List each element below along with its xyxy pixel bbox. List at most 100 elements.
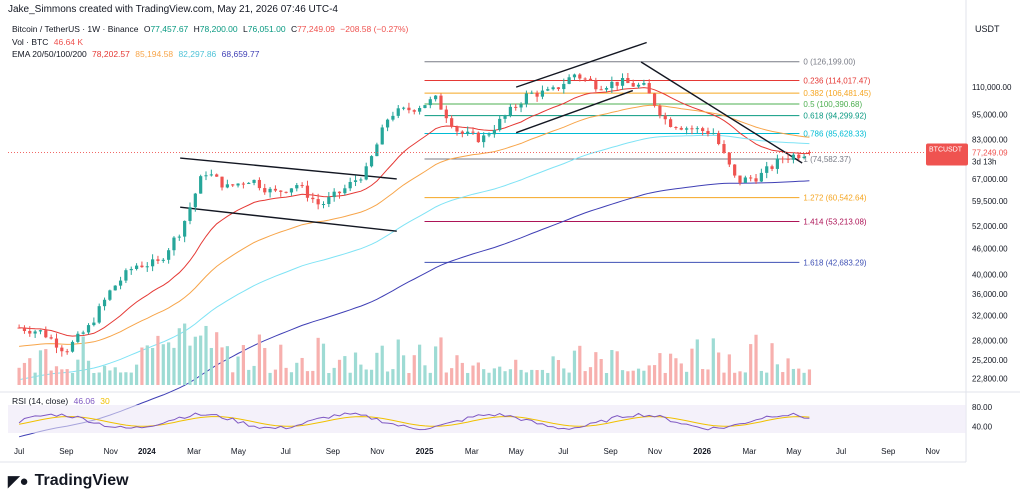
candle-body	[562, 83, 566, 90]
rsi-line	[18, 412, 810, 431]
volume-bar	[28, 358, 32, 385]
volume-bar	[508, 369, 512, 385]
volume-bar	[327, 372, 331, 385]
volume-bar	[503, 371, 507, 385]
volume-bar	[305, 371, 310, 385]
x-tick-label: Jul	[836, 447, 846, 456]
volume-bar	[375, 352, 379, 385]
volume-bar	[380, 345, 384, 385]
candle-body	[439, 95, 443, 110]
volume-bar	[129, 372, 133, 385]
volume-bar	[551, 356, 555, 385]
h-label: H	[193, 24, 200, 34]
volume-bar	[102, 365, 107, 385]
candle-body	[444, 109, 448, 119]
candle-body	[482, 135, 486, 143]
candle-body	[134, 265, 139, 269]
volume-bar	[231, 372, 235, 385]
volume-bar	[781, 372, 785, 385]
volume-bar	[450, 368, 454, 385]
volume-bar	[391, 369, 395, 385]
volume-bar	[311, 370, 315, 385]
volume-bar	[54, 366, 59, 385]
volume-bar	[615, 351, 619, 385]
candle-body	[209, 174, 213, 176]
symbol-name[interactable]: Bitcoin / TetherUS · 1W · Binance	[12, 24, 139, 34]
candle-body	[177, 236, 181, 238]
ema200-value: 68,659.77	[221, 49, 260, 59]
candle-body	[225, 184, 229, 188]
rsi-label[interactable]: RSI (14, close)	[12, 396, 69, 406]
candle-body	[652, 93, 657, 106]
volume-bar	[674, 358, 678, 385]
fib-level-label: 0.786 (85,628.33)	[803, 129, 866, 138]
candle-body	[70, 341, 75, 352]
candle-body	[369, 156, 374, 167]
candle-body	[658, 105, 662, 116]
candle-body	[215, 174, 219, 177]
volume-bar	[167, 342, 171, 385]
candle-body	[503, 115, 507, 119]
candle-body	[556, 87, 561, 90]
y-tick-label: 67,000.00	[972, 175, 1008, 184]
candle-body	[118, 280, 123, 286]
volume-bar	[668, 353, 673, 385]
volume-bar	[279, 344, 283, 385]
candle-body	[199, 176, 203, 194]
candle-body	[167, 250, 171, 260]
close-value: 77,249.09	[297, 24, 335, 34]
candle-body	[791, 154, 796, 160]
author-line: Jake_Simmons created with TradingView.co…	[8, 4, 338, 15]
price-tag-box	[926, 143, 968, 166]
volume-bar	[236, 356, 240, 385]
volume-bar	[215, 332, 219, 385]
candle-body	[466, 131, 470, 134]
volume-bar	[412, 355, 416, 385]
volume-bar	[273, 369, 278, 385]
rsi-tick-label: 80.00	[972, 403, 993, 412]
candle-body	[401, 107, 406, 109]
volume-bar	[418, 344, 422, 385]
rsi-value: 46.06	[73, 396, 95, 406]
candle-body	[738, 175, 742, 183]
candle-body	[647, 83, 651, 94]
candle-body	[604, 88, 609, 90]
candle-body	[172, 237, 176, 251]
volume-bar	[44, 349, 48, 385]
x-tick-label: May	[509, 447, 524, 456]
volume-bar	[434, 346, 438, 385]
volume-bar	[455, 355, 459, 385]
x-tick-label: 2025	[416, 447, 434, 456]
candle-body	[396, 108, 400, 116]
volume-bar	[460, 362, 464, 385]
trendline	[180, 157, 397, 180]
candle-body	[76, 333, 80, 342]
volume-bar	[241, 345, 245, 385]
volume-bar	[428, 372, 432, 385]
volume-label[interactable]: Vol · BTC	[12, 37, 49, 47]
candle-body	[241, 183, 245, 185]
volume-bar	[759, 370, 763, 385]
volume-bar	[193, 336, 197, 385]
rsi-band	[8, 405, 966, 433]
symbol-legend: Bitcoin / TetherUS · 1W · Binance O77,45…	[12, 24, 411, 34]
x-tick-label: Sep	[881, 447, 896, 456]
ema20-value: 78,202.57	[92, 49, 130, 59]
candle-body	[38, 330, 43, 332]
volume-bar	[743, 372, 747, 385]
tradingview-logo[interactable]: ◤● TradingView	[8, 472, 129, 490]
volume-bar	[695, 339, 699, 385]
tradingview-icon: ◤●	[8, 473, 29, 490]
candle-body	[151, 259, 155, 267]
volume-bar	[685, 371, 689, 385]
volume-bar	[519, 369, 523, 385]
ema-label[interactable]: EMA 20/50/100/200	[12, 49, 87, 59]
candle-body	[615, 81, 619, 86]
candle-body	[733, 164, 737, 176]
candle-body	[567, 77, 571, 84]
candle-body	[22, 327, 27, 331]
candle-body	[252, 179, 256, 183]
candle-body	[668, 119, 673, 128]
candle-body	[348, 181, 352, 189]
ema50-line	[19, 104, 810, 347]
